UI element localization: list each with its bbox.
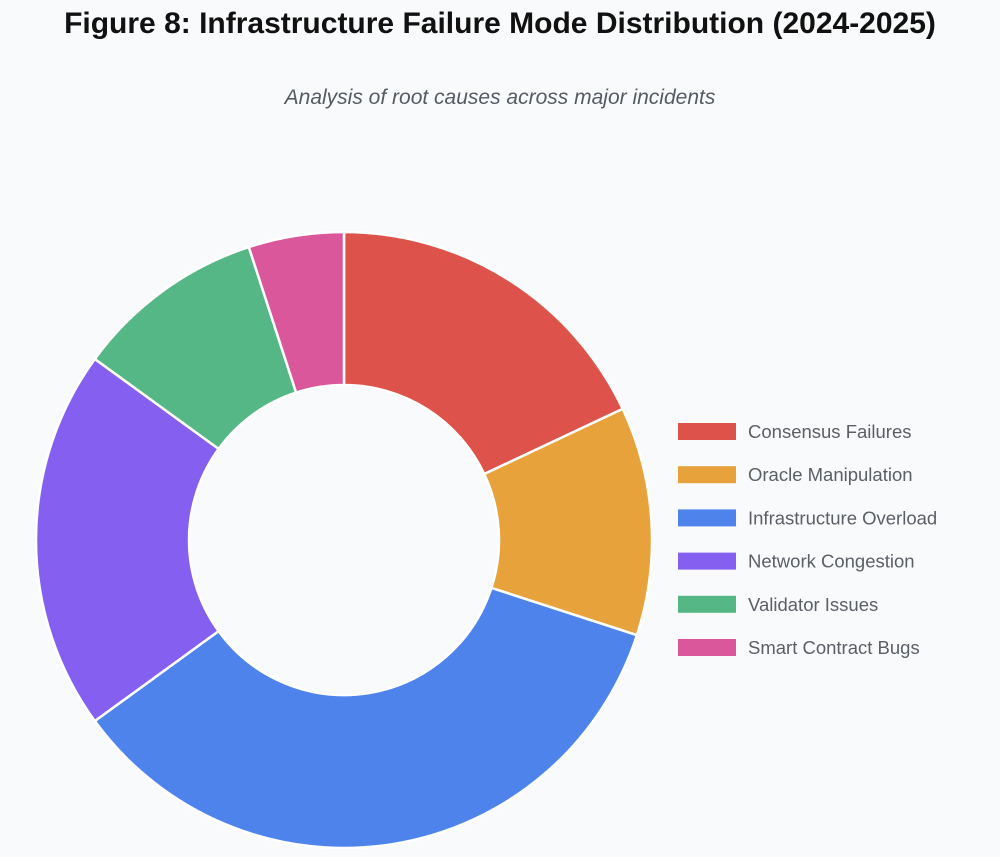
legend-item[interactable]: Oracle Manipulation [678, 464, 913, 485]
legend-item[interactable]: Infrastructure Overload [678, 507, 937, 528]
legend-label: Smart Contract Bugs [748, 637, 920, 658]
legend-swatch [678, 639, 736, 656]
legend-item[interactable]: Consensus Failures [678, 421, 912, 442]
legend-swatch [678, 423, 736, 440]
legend-swatch [678, 595, 736, 613]
slice-network-congestion[interactable] [34, 357, 220, 723]
legend-label: Consensus Failures [748, 421, 912, 442]
slice-consensus-failures[interactable] [342, 230, 624, 476]
chart-title: Figure 8: Infrastructure Failure Mode Di… [64, 7, 936, 40]
legend-item[interactable]: Validator Issues [678, 594, 878, 615]
chart-subtitle: Analysis of root causes across major inc… [284, 86, 716, 109]
slice-smart-contract-bugs[interactable] [247, 230, 346, 394]
legend-swatch [678, 466, 736, 484]
legend-item[interactable]: Network Congestion [678, 551, 915, 572]
legend-label: Network Congestion [748, 551, 915, 572]
legend-item[interactable]: Smart Contract Bugs [678, 637, 920, 658]
chart-legend: Consensus Failures Oracle Manipulation Inf… [678, 421, 937, 658]
legend-label: Oracle Manipulation [748, 464, 913, 485]
donut-slices [34, 230, 654, 850]
legend-swatch [678, 509, 736, 527]
slice-infrastructure-overload[interactable] [93, 586, 639, 850]
legend-label: Validator Issues [748, 594, 878, 615]
legend-label: Infrastructure Overload [748, 507, 937, 528]
legend-swatch [678, 552, 736, 570]
